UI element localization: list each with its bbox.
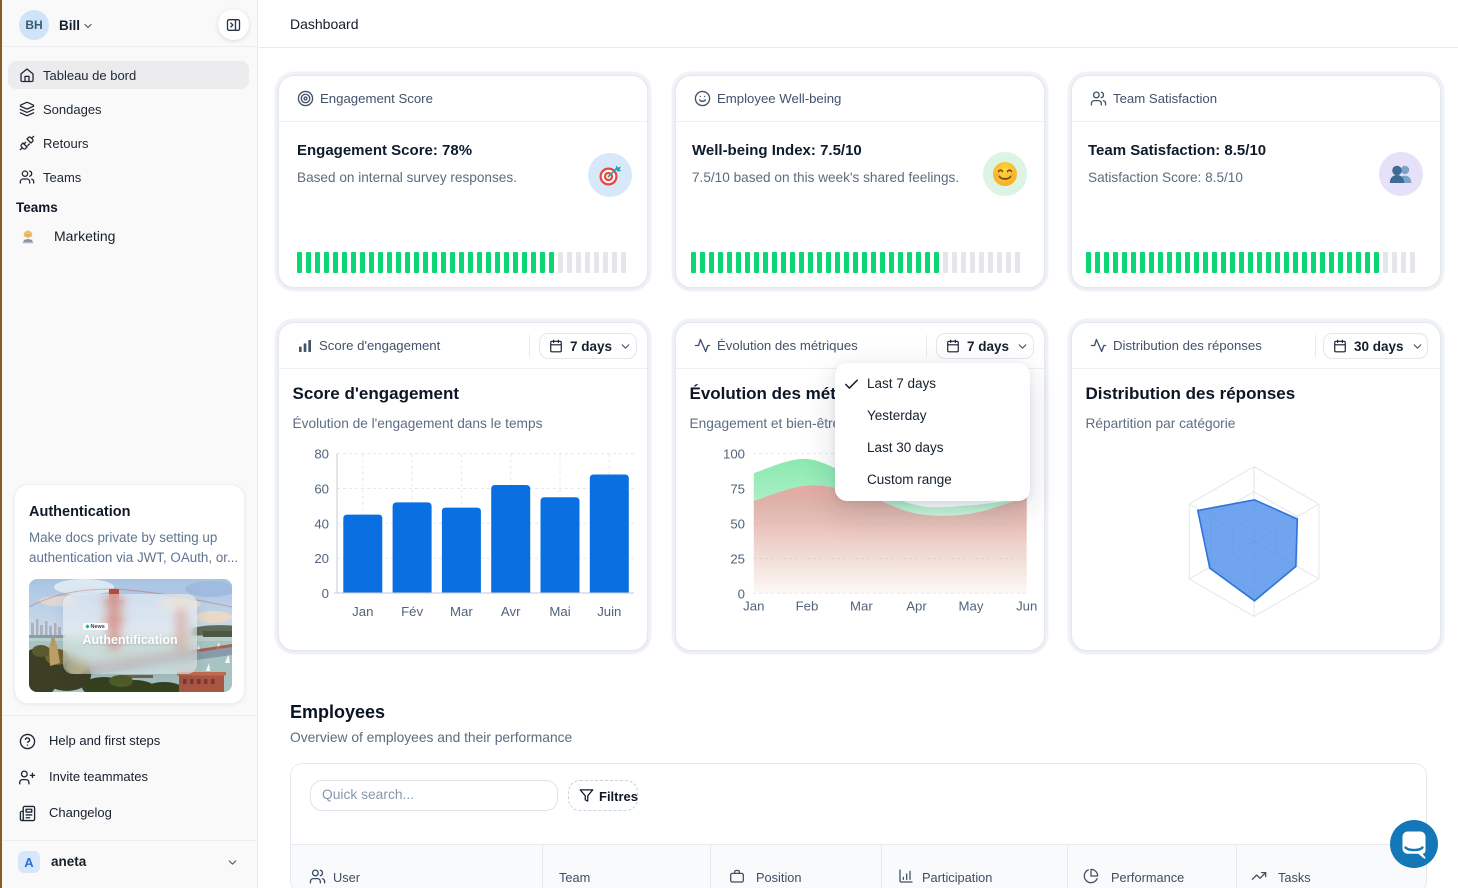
svg-text:Jan: Jan	[352, 604, 373, 619]
svg-text:Mar: Mar	[450, 604, 473, 619]
svg-text:Feb: Feb	[796, 599, 819, 614]
svg-text:0: 0	[738, 586, 745, 601]
svg-text:May: May	[959, 599, 984, 614]
svg-text:Apr: Apr	[906, 599, 927, 614]
svg-text:25: 25	[730, 551, 745, 566]
svg-text:80: 80	[314, 447, 329, 462]
svg-text:Avr: Avr	[501, 604, 521, 619]
svg-text:60: 60	[314, 482, 329, 497]
svg-text:20: 20	[314, 551, 329, 566]
svg-text:Jun: Jun	[1016, 599, 1037, 614]
svg-text:Mar: Mar	[850, 599, 873, 614]
svg-text:0: 0	[322, 586, 329, 601]
svg-text:Fév: Fév	[401, 604, 423, 619]
svg-text:100: 100	[723, 446, 745, 461]
svg-text:Mai: Mai	[549, 604, 570, 619]
svg-text:50: 50	[730, 516, 745, 531]
svg-text:75: 75	[730, 481, 745, 496]
svg-text:Jan: Jan	[743, 599, 764, 614]
svg-text:40: 40	[314, 516, 329, 531]
svg-text:Juin: Juin	[597, 604, 621, 619]
